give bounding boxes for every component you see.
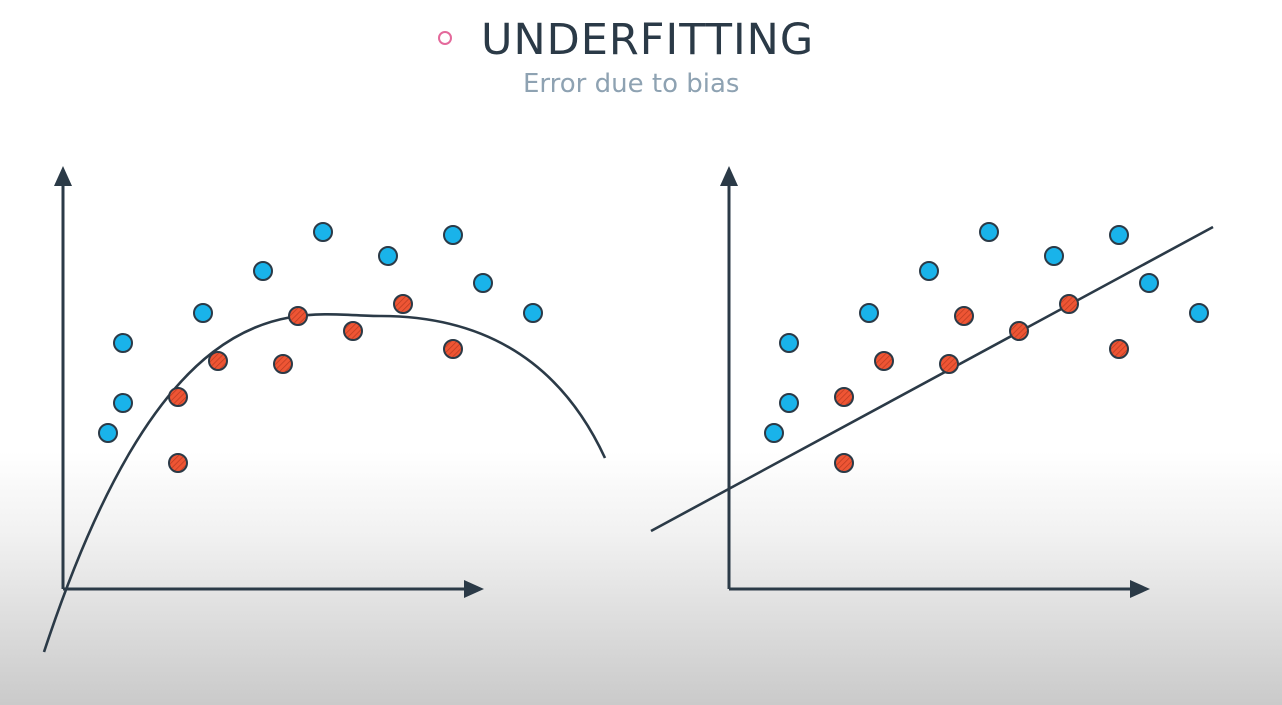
curved-fit-blue-point-9 — [523, 303, 543, 323]
plot-linear-fit-x-arrow-icon — [1130, 580, 1150, 598]
linear-fit-red-point-0 — [834, 453, 854, 473]
plot-curved-fit-fit-curve — [42, 312, 607, 653]
curved-fit-red-point-0 — [168, 453, 188, 473]
slide-subtitle: Error due to bias — [523, 69, 740, 99]
linear-fit-red-point-6 — [1059, 294, 1079, 314]
linear-fit-red-point-3 — [939, 354, 959, 374]
curved-fit-red-point-1 — [168, 387, 188, 407]
plot-curved-fit — [42, 166, 607, 653]
curved-fit-red-point-7 — [443, 339, 463, 359]
curved-fit-blue-point-6 — [378, 246, 398, 266]
curved-fit-red-point-3 — [273, 354, 293, 374]
linear-fit-blue-point-3 — [859, 303, 879, 323]
curved-fit-blue-point-3 — [193, 303, 213, 323]
linear-fit-blue-point-6 — [1044, 246, 1064, 266]
curved-fit-blue-point-0 — [98, 423, 118, 443]
curved-fit-red-point-2 — [208, 351, 228, 371]
plot-linear-fit-fit-line — [650, 225, 1214, 533]
bullet-circle-icon — [438, 31, 452, 45]
plot-linear-fit-points — [764, 222, 1209, 473]
linear-fit-blue-point-8 — [1139, 273, 1159, 293]
linear-fit-red-point-1 — [834, 387, 854, 407]
plot-curved-fit-axes — [54, 166, 484, 598]
curved-fit-blue-point-8 — [473, 273, 493, 293]
slide-title: UNDERFITTING — [481, 15, 815, 65]
curved-fit-blue-point-4 — [253, 261, 273, 281]
linear-fit-blue-point-2 — [779, 333, 799, 353]
linear-fit-red-point-4 — [954, 306, 974, 326]
linear-fit-blue-point-5 — [979, 222, 999, 242]
linear-fit-red-point-2 — [874, 351, 894, 371]
plot-linear-fit — [650, 166, 1214, 598]
curved-fit-red-point-5 — [343, 321, 363, 341]
slide-header: UNDERFITTING Error due to bias — [0, 0, 1282, 110]
curved-fit-red-point-6 — [393, 294, 413, 314]
linear-fit-blue-point-9 — [1189, 303, 1209, 323]
linear-fit-blue-point-1 — [779, 393, 799, 413]
linear-fit-red-point-7 — [1109, 339, 1129, 359]
linear-fit-blue-point-7 — [1109, 225, 1129, 245]
linear-fit-blue-point-0 — [764, 423, 784, 443]
curved-fit-blue-point-7 — [443, 225, 463, 245]
linear-fit-blue-point-4 — [919, 261, 939, 281]
linear-fit-red-point-5 — [1009, 321, 1029, 341]
plot-curved-fit-x-arrow-icon — [464, 580, 484, 598]
curved-fit-blue-point-1 — [113, 393, 133, 413]
curved-fit-red-point-4 — [288, 306, 308, 326]
plot-linear-fit-y-arrow-icon — [720, 166, 738, 186]
plot-linear-fit-axes — [720, 166, 1150, 598]
curved-fit-blue-point-2 — [113, 333, 133, 353]
plot-curved-fit-points — [98, 222, 543, 473]
plot-curved-fit-y-arrow-icon — [54, 166, 72, 186]
curved-fit-blue-point-5 — [313, 222, 333, 242]
